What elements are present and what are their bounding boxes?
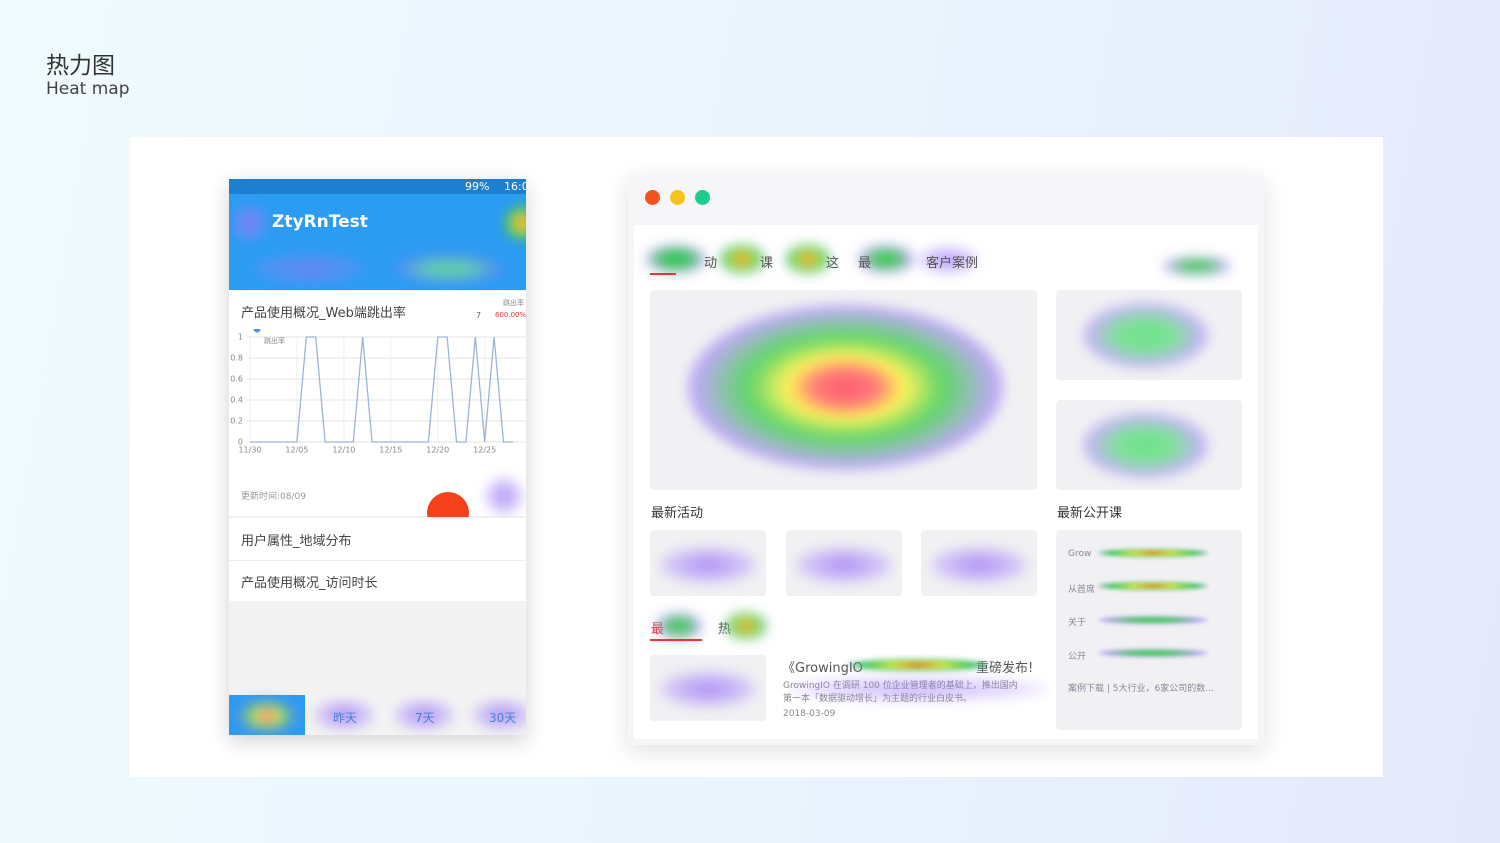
heat-spot <box>254 254 364 284</box>
updated-time: 更新时间:08/09 <box>241 492 306 502</box>
heat-spot <box>848 659 988 671</box>
nav-item[interactable]: 课 <box>760 256 774 271</box>
heat-spot <box>237 699 297 733</box>
y-tick-label: 0.4 <box>230 396 243 405</box>
tab-underline <box>650 639 702 641</box>
y-tick-label: 0 <box>238 438 243 447</box>
line-series <box>250 336 513 443</box>
window-maximize <box>695 190 710 205</box>
heat-spot <box>688 305 1003 470</box>
heat-spot <box>858 245 914 273</box>
tab: 昨天 <box>333 711 358 725</box>
article-title[interactable]: 《GrowingIO <box>782 661 863 676</box>
heat-spot <box>1098 549 1208 557</box>
x-tick-label: 12/15 <box>379 446 402 455</box>
course-item: 从首席 <box>1068 585 1096 595</box>
x-tick-label: 12/05 <box>285 446 308 455</box>
x-tick-label: 11/30 <box>238 446 261 455</box>
heat-spot <box>1098 649 1208 657</box>
line-chart: 跳出率 0 0.2 0.4 0.6 0.8 1 11/30 12/05 12/10 12/15 12/… <box>230 329 526 455</box>
nav-item[interactable]: 客户案例 <box>926 256 979 271</box>
y-tick-label: 0.2 <box>230 417 243 426</box>
phone: 99% 16:0 ZtyRnTest 产品使用概况_Web端跳出率 7 跳出率 … <box>229 179 526 735</box>
nav-underline <box>650 273 676 275</box>
nav-item[interactable]: 最 <box>858 256 872 271</box>
course-list <box>1056 530 1242 730</box>
count: 7 <box>476 311 482 320</box>
tab: 30天 <box>489 711 517 725</box>
list-item-label: 用户属性_地域分布 <box>241 534 352 549</box>
course-item: 案例下载 | 5大行业，6家公司的数... <box>1068 684 1214 694</box>
heat-spot <box>231 205 267 241</box>
heat-spot <box>660 547 756 583</box>
window-close <box>645 190 660 205</box>
tab: 7天 <box>415 711 435 725</box>
list-item <box>229 517 526 560</box>
y-tick-label: 0.8 <box>230 354 243 363</box>
x-tick-label: 12/25 <box>473 446 496 455</box>
list-item <box>229 560 526 601</box>
article-title-end[interactable]: 重磅发布! <box>976 661 1034 676</box>
card-title: 产品使用概况_Web端跳出率 <box>241 306 406 321</box>
legend-marker <box>253 329 261 333</box>
heat-spot <box>796 547 892 583</box>
section-title: 最新公开课 <box>1057 506 1123 521</box>
heat-spot <box>394 254 504 284</box>
heat-spot <box>394 700 454 730</box>
heat-spot <box>931 547 1027 583</box>
heat-spot <box>1083 413 1208 478</box>
slide-subtitle: Heat map <box>46 79 130 99</box>
heat-spot <box>656 613 702 639</box>
x-tick-label: 12/20 <box>426 446 449 455</box>
heat-spot <box>504 205 526 241</box>
browser-window: 动 课 这 最 客户案例 最新活动 最新公开课 Grow 从首席 关于 公开 案… <box>628 175 1264 745</box>
y-tick-label: 0.6 <box>230 375 243 384</box>
course-item: 公开 <box>1068 652 1087 662</box>
heat-spot <box>1098 582 1208 590</box>
course-item: Grow <box>1068 549 1092 559</box>
battery: 99% <box>465 180 490 193</box>
window-minimize <box>670 190 685 205</box>
heat-spot <box>1098 616 1208 624</box>
heat-spot <box>1083 303 1208 368</box>
nav-item[interactable]: 这 <box>826 256 840 271</box>
app-title: ZtyRnTest <box>272 212 368 232</box>
heat-spot <box>660 671 756 707</box>
heat-spot <box>646 245 706 273</box>
nav-item[interactable]: 动 <box>704 256 718 271</box>
heat-spot <box>1163 257 1231 275</box>
article-date: 2018-03-09 <box>783 709 836 719</box>
heat-spot <box>726 613 766 639</box>
section-title: 最新活动 <box>651 506 704 521</box>
y-tick-label: 1 <box>238 333 243 342</box>
legend-label: 跳出率 <box>264 336 285 345</box>
list-item-label: 产品使用概况_访问时长 <box>241 576 378 591</box>
heat-spot <box>788 677 1048 701</box>
status-bar <box>229 179 526 194</box>
course-item: 关于 <box>1068 618 1087 628</box>
heat-spot <box>485 477 523 515</box>
heat-spot <box>786 245 830 273</box>
heat-spot <box>720 245 764 273</box>
rate: 600.00% <box>495 311 526 319</box>
heat-spot <box>918 247 978 273</box>
card <box>229 291 526 516</box>
heat-spot <box>314 700 374 730</box>
heat-spot <box>472 700 526 730</box>
x-tick-label: 12/10 <box>332 446 355 455</box>
slide-title: 热力图 <box>46 53 115 79</box>
clock: 16:0 <box>504 180 526 193</box>
metric: 跳出率 <box>503 299 524 307</box>
